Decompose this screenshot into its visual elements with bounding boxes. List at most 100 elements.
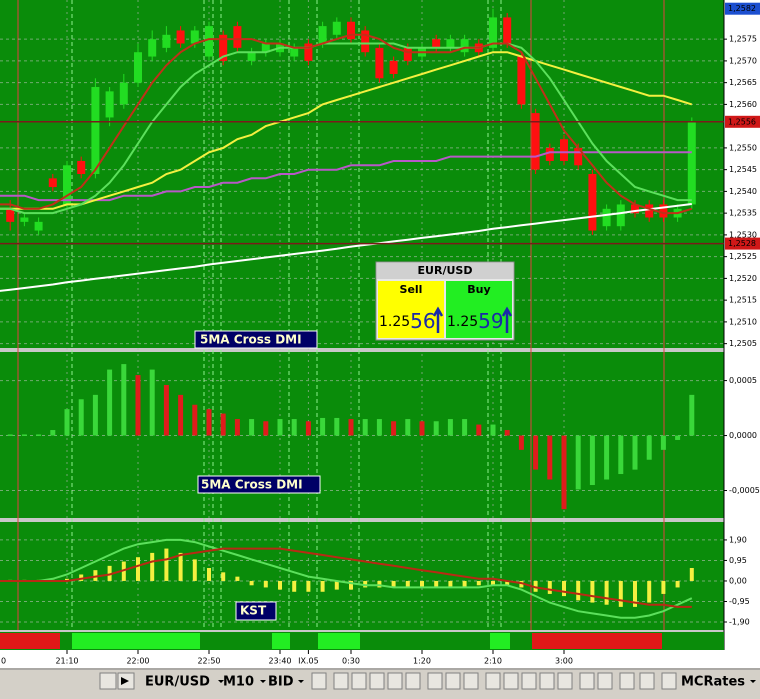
period-select[interactable]: M10 — [223, 675, 254, 690]
candle-body — [460, 39, 469, 53]
tool-icon[interactable] — [333, 672, 349, 690]
y-tick-label: 1,2550 — [729, 143, 757, 152]
tool-icon[interactable] — [485, 672, 501, 690]
tool-icon[interactable] — [579, 672, 595, 690]
buy-zone — [72, 633, 200, 649]
histogram-bar — [135, 375, 141, 436]
up-arrow — [432, 306, 444, 333]
histogram-bar — [363, 580, 368, 588]
candle-body — [20, 217, 29, 222]
x-tick-label: 1:20 — [413, 657, 431, 666]
histogram-bar — [277, 419, 283, 436]
annotation: 5MA Cross DMI — [201, 478, 303, 492]
tool-icon[interactable] — [597, 672, 613, 690]
y-tick-label: 1,2575 — [729, 35, 757, 44]
x-tick-label: 22:50 — [197, 657, 220, 666]
y-tick-label: 1,2525 — [729, 252, 757, 261]
tool-icon[interactable] — [405, 672, 421, 690]
annotation-box — [194, 330, 318, 349]
histogram-bar — [121, 561, 126, 581]
price-select[interactable]: BID — [268, 675, 294, 690]
y-tick-label: 0,0000 — [729, 431, 757, 440]
candle-body — [574, 147, 583, 166]
histogram-bar — [306, 580, 311, 592]
candle-body — [616, 204, 625, 227]
candle-body — [659, 204, 668, 218]
tool-icon[interactable] — [427, 672, 443, 690]
sell-pips[interactable]: 56 — [410, 309, 435, 333]
plot-layer: 0 21:10 22:00 22:50 23:40 IX.05 0:30 1:20 2:10 3:… — [0, 0, 760, 666]
histogram-bar — [376, 419, 382, 436]
candle-body — [48, 178, 57, 188]
scroll-left[interactable] — [99, 672, 117, 690]
histogram-bar — [263, 421, 269, 436]
y-tick-label: 1,2540 — [729, 187, 757, 196]
histogram-bar — [150, 552, 155, 581]
candle-body — [602, 208, 611, 227]
histogram-bar — [305, 421, 311, 436]
annotation-box — [197, 475, 321, 494]
tool-icon[interactable] — [661, 672, 677, 690]
up-arrow — [501, 306, 513, 333]
histogram-bar — [547, 580, 552, 594]
histogram-bar — [434, 580, 439, 588]
panel-separator — [0, 630, 724, 632]
tool-icon[interactable] — [639, 672, 655, 690]
tool-icon[interactable] — [311, 672, 327, 690]
histogram-bar — [590, 580, 595, 603]
y-tick-label: 1,2510 — [729, 317, 757, 326]
trade-widget: EUR/USD Sell Buy 1.2556 1.2559 — [375, 261, 515, 341]
histogram-bar — [107, 565, 112, 581]
histogram-bar — [448, 580, 453, 588]
histogram-bar — [163, 384, 169, 436]
histogram-bar — [207, 568, 211, 581]
tool-icon[interactable] — [557, 672, 573, 690]
buy-price-base[interactable]: 1.25 — [447, 314, 478, 330]
tool-icon[interactable] — [351, 672, 367, 690]
tool-icon[interactable] — [503, 672, 519, 690]
sell-price[interactable]: 1.2556 — [379, 309, 436, 333]
tool-icon[interactable] — [445, 672, 461, 690]
tool-icon[interactable] — [521, 672, 537, 690]
histogram-bar — [136, 557, 140, 581]
histogram-bar — [447, 419, 453, 436]
tool-icon[interactable] — [619, 672, 635, 690]
tool-icon[interactable] — [369, 672, 385, 690]
candle-body — [347, 21, 355, 40]
main-panel-bg — [0, 0, 724, 348]
candle-body — [361, 30, 370, 53]
histogram-bar — [292, 580, 297, 592]
tool-icon[interactable] — [539, 672, 555, 690]
ma-line — [0, 151, 692, 202]
tool-icon[interactable] — [463, 672, 479, 690]
x-tick-label: 23:40 — [268, 657, 291, 666]
candle-body — [162, 34, 171, 48]
sell-label[interactable]: Sell — [400, 283, 423, 296]
candle-body — [119, 82, 128, 105]
candle-body — [531, 113, 540, 170]
annotation-box — [235, 601, 277, 621]
indicator-line — [0, 547, 692, 608]
sell-price-base[interactable]: 1.25 — [379, 314, 410, 330]
symbol-select[interactable]: EUR/USD — [145, 675, 210, 690]
candle-body — [91, 87, 100, 174]
tool-icons — [311, 672, 677, 690]
candle-body — [77, 160, 86, 174]
tool-icon[interactable] — [387, 672, 403, 690]
x-tick-label: 2:10 — [484, 657, 502, 666]
buy-button[interactable] — [446, 281, 512, 338]
y-tick-label: 1,2530 — [729, 230, 757, 239]
histogram-bar — [618, 435, 624, 475]
histogram-bar — [7, 434, 13, 436]
histogram-bar — [178, 552, 183, 581]
histogram-bar — [462, 419, 468, 436]
histogram-bar — [348, 419, 354, 436]
template-select[interactable]: MCRates — [681, 675, 745, 690]
buy-pips[interactable]: 59 — [478, 309, 503, 333]
buy-label[interactable]: Buy — [467, 283, 490, 296]
sell-button[interactable] — [378, 281, 444, 338]
histogram-bar — [491, 580, 495, 586]
buy-zone — [272, 633, 290, 649]
buy-price[interactable]: 1.2559 — [447, 309, 504, 333]
